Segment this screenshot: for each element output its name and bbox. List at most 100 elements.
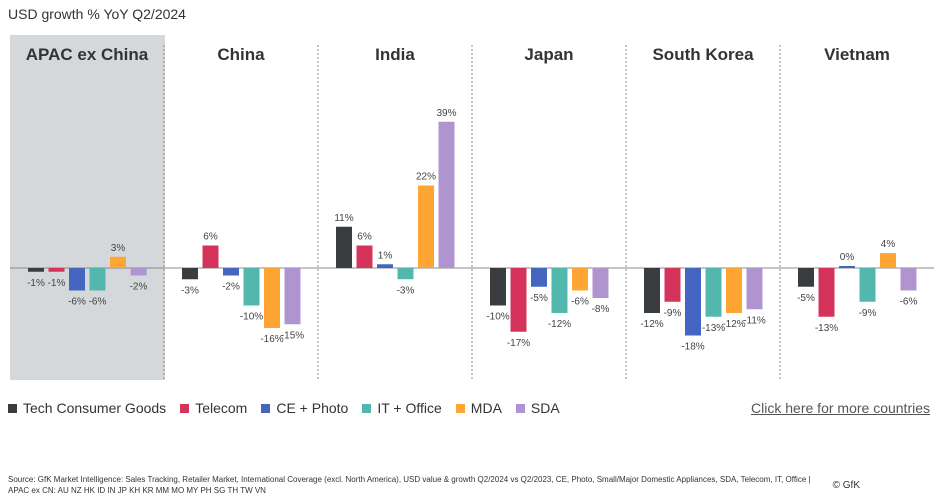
bar: [592, 268, 609, 298]
data-label: 22%: [416, 172, 436, 183]
data-label: -15%: [281, 330, 304, 341]
data-label: -13%: [815, 323, 838, 334]
data-label: 0%: [840, 252, 855, 263]
legend: Tech Consumer Goods Telecom CE + Photo IT +…: [8, 400, 560, 416]
bar: [664, 268, 681, 302]
bar: [531, 268, 547, 287]
data-label: -16%: [260, 334, 283, 345]
data-label: -10%: [486, 312, 509, 323]
legend-label: IT + Office: [377, 400, 442, 416]
data-label: -12%: [548, 319, 571, 330]
source-note: Source: GfK Market Intelligence: Sales T…: [8, 475, 811, 495]
legend-item: Telecom: [180, 400, 247, 416]
bar: [705, 268, 722, 317]
bar: [110, 256, 126, 268]
data-label: -3%: [181, 285, 199, 296]
bar: [89, 268, 106, 291]
legend-swatch: [261, 403, 271, 413]
data-label: -12%: [722, 319, 745, 330]
bar: [900, 268, 917, 291]
copyright: © GfK: [832, 480, 860, 491]
legend-item: MDA: [455, 400, 502, 416]
bar: [397, 268, 414, 280]
data-label: -2%: [222, 282, 240, 293]
data-label: -13%: [702, 323, 725, 334]
bar: [438, 121, 455, 268]
data-label: 6%: [203, 232, 218, 243]
legend-label: MDA: [470, 400, 502, 416]
bar: [510, 268, 527, 332]
data-label: 11%: [334, 213, 353, 224]
panel-label: China: [217, 45, 265, 64]
legend-label: Telecom: [195, 400, 248, 416]
bar: [182, 268, 198, 280]
data-label: -11%: [743, 315, 766, 326]
legend-swatch: [362, 403, 372, 413]
legend-label: Tech Consumer Goods: [23, 400, 167, 416]
data-label: -9%: [859, 308, 877, 319]
data-label: -3%: [397, 285, 415, 296]
data-label: 1%: [378, 250, 393, 261]
highlight-panel-bg: [10, 35, 165, 380]
bar: [880, 253, 896, 268]
bar: [818, 268, 835, 317]
panel-label: Vietnam: [824, 45, 890, 64]
data-label: 3%: [111, 243, 126, 254]
panel-label: Japan: [524, 45, 573, 64]
bar: [130, 268, 147, 276]
bar: [839, 266, 855, 268]
legend-item: CE + Photo: [261, 400, 348, 416]
bar: [264, 268, 280, 328]
data-label: -1%: [48, 278, 66, 289]
bar: [223, 268, 239, 276]
data-label: -5%: [530, 293, 548, 304]
bar: [336, 226, 352, 268]
bar: [551, 268, 568, 313]
legend-label: CE + Photo: [276, 400, 349, 416]
bar: [202, 245, 219, 268]
bar: [726, 268, 742, 313]
bar: [418, 185, 434, 268]
bar: [572, 268, 588, 291]
data-label: 39%: [436, 108, 456, 119]
data-label: -5%: [797, 293, 815, 304]
data-label: -12%: [640, 319, 663, 330]
data-label: -17%: [507, 338, 530, 349]
legend-item: SDA: [515, 400, 560, 416]
data-label: -10%: [240, 312, 263, 323]
legend-swatch: [515, 403, 525, 413]
more-countries-link[interactable]: Click here for more countries: [751, 400, 930, 416]
bar: [48, 268, 65, 272]
panel-label: APAC ex China: [26, 45, 149, 64]
legend-item: IT + Office: [362, 400, 442, 416]
data-label: -6%: [68, 297, 86, 308]
data-label: -6%: [900, 297, 918, 308]
data-label: 6%: [357, 232, 372, 243]
legend-swatch: [455, 403, 465, 413]
bar: [746, 268, 763, 310]
bar: [243, 268, 260, 306]
bar: [284, 268, 301, 325]
data-label: -1%: [27, 278, 45, 289]
bar: [798, 268, 814, 287]
bar-chart: APAC ex China-1% -1%-6% -6%3%-2%China-3%6%…: [10, 35, 934, 380]
data-label: -9%: [664, 308, 682, 319]
panel-label: India: [375, 45, 415, 64]
bar: [859, 268, 876, 302]
legend-swatch: [8, 403, 17, 413]
legend-item: Tech Consumer Goods: [8, 400, 166, 416]
panel-label: South Korea: [652, 45, 754, 64]
legend-swatch: [180, 403, 190, 413]
data-label: -6%: [571, 297, 589, 308]
legend-label: SDA: [530, 400, 560, 416]
bar: [685, 268, 701, 336]
data-label: -18%: [681, 342, 704, 353]
data-label: 4%: [881, 239, 896, 250]
bar: [356, 245, 373, 268]
bar: [490, 268, 506, 306]
data-label: -8%: [592, 304, 610, 315]
bar: [69, 268, 85, 291]
data-label: -6%: [89, 297, 107, 308]
chart-title: USD growth % YoY Q2/2024: [8, 6, 186, 22]
bar: [644, 268, 660, 313]
